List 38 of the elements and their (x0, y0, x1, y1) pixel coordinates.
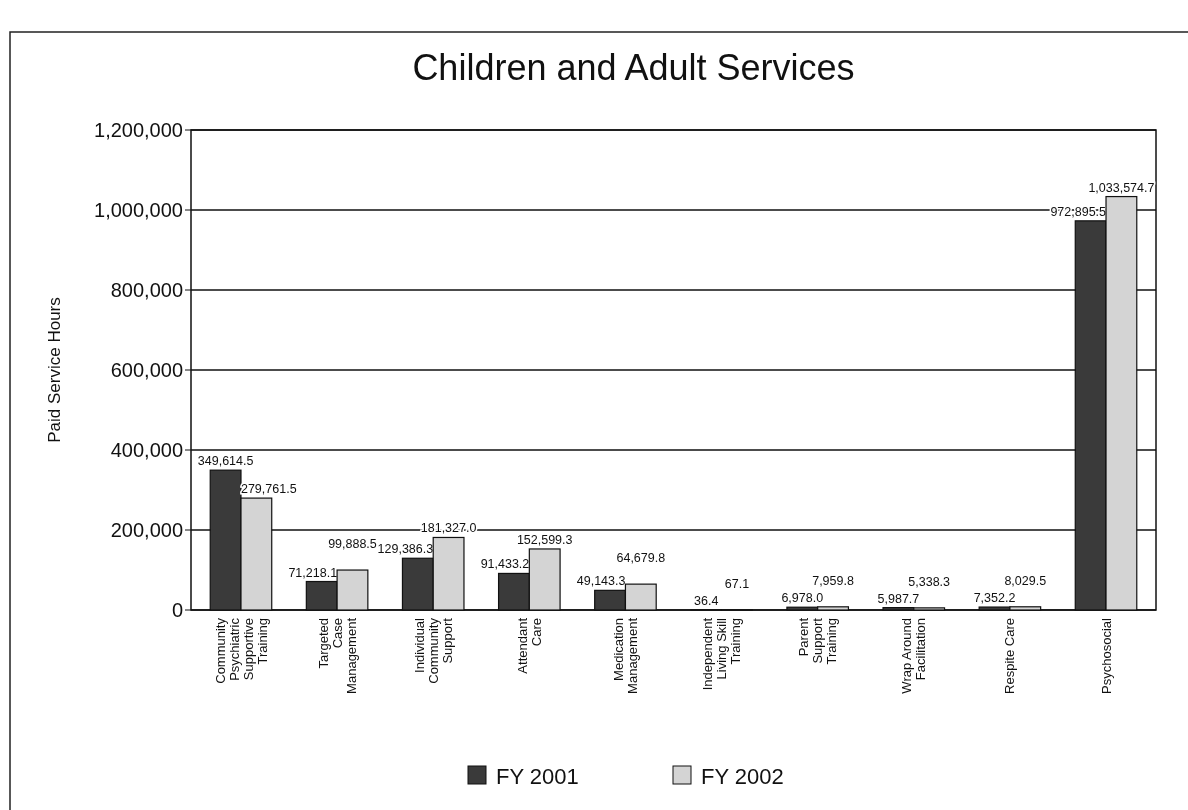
legend-label: FY 2002 (701, 763, 784, 789)
data-label: 8,029.5 (1004, 573, 1047, 588)
data-label: 67.1 (724, 576, 750, 591)
x-tick-label: Psychosocial (1098, 617, 1114, 694)
y-tick-label: 1,000,000 (94, 199, 183, 221)
data-label: 5,987.7 (877, 591, 920, 606)
legend-label: FY 2001 (496, 763, 579, 789)
data-label: 36.4 (694, 593, 719, 608)
x-tick-label: Targeted Case Management (315, 617, 359, 694)
y-tick-label: 800,000 (110, 279, 183, 301)
data-label: 71,218.1 (288, 565, 338, 580)
data-label: 64,679.8 (616, 551, 666, 566)
data-label: 99,888.5 (328, 537, 377, 552)
data-label: 129,386.3 (377, 542, 434, 557)
y-tick-label: 0 (171, 599, 183, 621)
x-tick-label: Community Psychiatric Supportive Training (212, 617, 270, 684)
data-label: 1,033,574.7 (1088, 180, 1155, 195)
x-tick-label: Medication Management (610, 617, 640, 694)
x-tick-label: Respite Care (1002, 618, 1018, 694)
x-tick-label: Independent Living Skill Training (700, 617, 744, 691)
x-tick-label: Individual Community Support (411, 617, 455, 684)
data-label: 7,352.2 (973, 591, 1016, 606)
data-label: 152,599.3 (516, 532, 573, 547)
y-axis-title: Paid Service Hours (45, 297, 64, 443)
y-tick-label: 1,200,000 (94, 119, 183, 141)
x-tick-label: Attendant Care (514, 617, 544, 674)
data-label: 49,143.3 (576, 574, 626, 589)
chart-title: Children and Adult Services (412, 47, 855, 88)
y-tick-label: 400,000 (110, 439, 183, 461)
data-label: 6,978.0 (781, 591, 824, 606)
y-tick-label: 200,000 (110, 519, 183, 541)
data-label: 91,433.2 (480, 557, 530, 572)
x-tick-label: Parent Support Training (796, 617, 840, 665)
data-label: 5,338.3 (908, 574, 951, 589)
data-label: 349,614.5 (197, 454, 254, 469)
data-label: 7,959.8 (812, 573, 854, 588)
y-tick-label: 600,000 (110, 359, 183, 381)
x-tick-label: Wrap Around Facilitation (899, 618, 929, 694)
